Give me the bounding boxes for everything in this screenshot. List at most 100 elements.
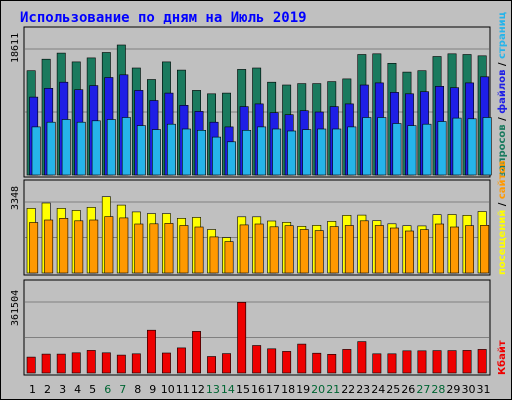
bar-сайтов-18: [284, 225, 294, 274]
panel-frame-requests: [23, 26, 491, 178]
bar-страниц-10: [167, 123, 176, 176]
bar-сайтов-12: [194, 226, 204, 274]
panel-frame-visits: [23, 179, 491, 276]
bar-сайтов-28: [435, 223, 444, 274]
bar-Кбайт-14: [222, 353, 231, 374]
x-tick-label-18: 18: [281, 383, 295, 396]
x-tick-label-3: 3: [59, 383, 66, 396]
bar-страниц-15: [242, 130, 252, 176]
panel-frame-kbytes: [23, 279, 491, 376]
chart-title: Использование по дням на Июль 2019: [20, 10, 307, 26]
x-tick-label-21: 21: [326, 383, 340, 396]
bar-сайтов-25: [389, 227, 399, 274]
bar-сайтов-13: [209, 236, 219, 274]
bar-Кбайт-15: [237, 301, 247, 374]
y-max-label-visits: 3348: [10, 186, 21, 210]
x-tick-label-5: 5: [89, 383, 96, 396]
bar-сайтов-16: [254, 223, 264, 274]
bar-страниц-24: [377, 117, 387, 176]
legend-entry: /: [497, 114, 508, 125]
bar-Кбайт-22: [342, 349, 352, 374]
bar-Кбайт-8: [131, 353, 141, 374]
bar-сайтов-31: [480, 225, 490, 274]
bar-Кбайт-16: [252, 345, 262, 374]
bar-Кбайт-19: [297, 343, 307, 374]
bar-сайтов-23: [359, 220, 369, 274]
bar-страниц-29: [452, 117, 462, 176]
bar-Кбайт-5: [86, 350, 96, 374]
bar-страниц-8: [136, 125, 146, 176]
bar-Кбайт-17: [267, 348, 277, 374]
bar-сайтов-5: [89, 219, 99, 274]
bar-страниц-23: [362, 117, 372, 176]
legend-entry: /: [497, 199, 508, 210]
x-tick-label-13: 13: [206, 383, 220, 396]
bar-страниц-30: [467, 118, 477, 176]
bar-Кбайт-3: [56, 353, 66, 374]
bar-страниц-18: [287, 130, 297, 176]
x-tick-label-15: 15: [236, 383, 250, 396]
bar-сайтов-19: [299, 229, 309, 274]
bar-страниц-4: [76, 121, 86, 176]
bar-страниц-21: [332, 128, 342, 176]
bar-страниц-14: [227, 141, 236, 176]
bar-страниц-7: [121, 117, 131, 176]
bar-Кбайт-23: [357, 341, 367, 374]
bar-Кбайт-1: [26, 356, 36, 374]
bar-Кбайт-26: [402, 350, 412, 374]
x-tick-label-31: 31: [477, 383, 491, 396]
bar-сайтов-4: [74, 220, 84, 274]
bar-сайтов-11: [179, 225, 189, 274]
bar-страниц-1: [31, 126, 41, 176]
legend-entry: файлов: [496, 70, 508, 114]
bar-страниц-27: [422, 123, 432, 176]
x-tick-label-24: 24: [371, 383, 385, 396]
bar-сайтов-30: [465, 225, 474, 274]
x-tick-label-20: 20: [311, 383, 325, 396]
bar-сайтов-6: [104, 216, 114, 274]
legend-requests: запросов / файлов / страниц: [496, 12, 508, 177]
bar-Кбайт-11: [177, 347, 186, 374]
legend-kbytes: Кбайт: [496, 340, 508, 375]
bar-страниц-26: [407, 125, 417, 176]
bar-Кбайт-7: [116, 354, 126, 374]
bar-Кбайт-30: [462, 350, 472, 374]
bar-сайтов-8: [134, 223, 144, 274]
x-tick-label-22: 22: [341, 383, 355, 396]
legend-entry: посещений: [497, 210, 508, 275]
bar-Кбайт-24: [372, 353, 382, 374]
x-tick-label-17: 17: [266, 383, 280, 396]
x-tick-label-9: 9: [149, 383, 156, 396]
bar-страниц-9: [152, 129, 161, 176]
bar-страниц-5: [91, 120, 101, 176]
x-tick-label-14: 14: [221, 383, 235, 396]
bar-сайтов-1: [29, 222, 39, 274]
x-tick-label-8: 8: [134, 383, 141, 396]
x-tick-label-1: 1: [29, 383, 36, 396]
bar-сайтов-14: [224, 241, 234, 274]
bar-Кбайт-9: [147, 329, 156, 374]
x-tick-label-10: 10: [161, 383, 175, 396]
bar-страниц-25: [392, 123, 402, 176]
y-max-label-requests: 18611: [10, 33, 21, 63]
x-tick-label-2: 2: [44, 383, 51, 396]
bar-Кбайт-25: [387, 353, 397, 374]
bar-сайтов-27: [419, 229, 429, 274]
legend-entry: страниц: [497, 12, 508, 59]
bar-Кбайт-27: [417, 350, 427, 374]
bar-сайтов-22: [344, 225, 354, 274]
x-tick-label-16: 16: [251, 383, 265, 396]
x-tick-label-6: 6: [104, 383, 111, 396]
x-tick-label-4: 4: [74, 383, 81, 396]
bar-страниц-17: [272, 128, 282, 176]
bar-страниц-13: [212, 136, 221, 176]
bar-Кбайт-6: [101, 352, 111, 374]
bar-страниц-28: [437, 121, 447, 176]
bar-Кбайт-10: [162, 352, 171, 374]
bar-сайтов-7: [119, 217, 129, 274]
x-tick-label-11: 11: [176, 383, 190, 396]
x-tick-label-29: 29: [446, 383, 460, 396]
bar-страниц-31: [482, 117, 492, 176]
x-tick-label-26: 26: [401, 383, 415, 396]
